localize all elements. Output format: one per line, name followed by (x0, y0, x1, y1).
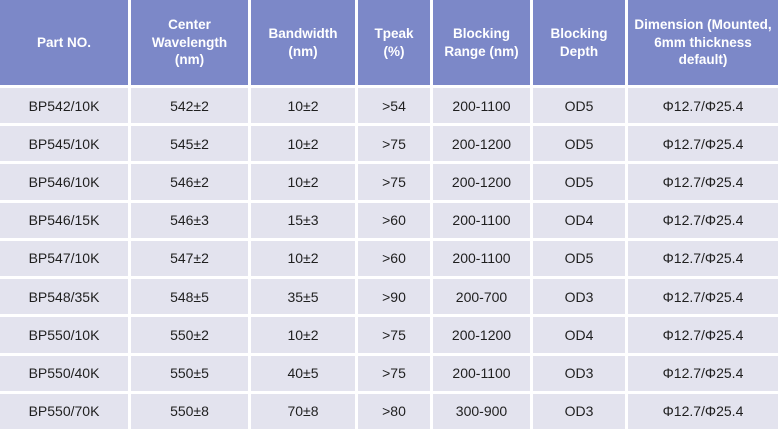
cell-dimension: Φ12.7/Φ25.4 (628, 202, 778, 238)
cell-part-no: BP542/10K (0, 88, 128, 124)
cell-center-wavelength: 546±3 (131, 202, 248, 238)
cell-bandwidth: 10±2 (251, 164, 355, 200)
cell-tpeak: >75 (358, 317, 430, 353)
cell-center-wavelength: 548±5 (131, 279, 248, 315)
cell-tpeak: >60 (358, 202, 430, 238)
cell-bandwidth: 10±2 (251, 317, 355, 353)
cell-tpeak: >60 (358, 240, 430, 277)
cell-tpeak: >80 (358, 393, 430, 429)
cell-dimension: Φ12.7/Φ25.4 (628, 240, 778, 277)
cell-blocking-range: 300-900 (433, 393, 530, 429)
cell-blocking-range: 200-1200 (433, 126, 530, 162)
column-header-part-no: Part NO. (0, 0, 128, 85)
cell-dimension: Φ12.7/Φ25.4 (628, 88, 778, 124)
cell-part-no: BP547/10K (0, 240, 128, 277)
cell-dimension: Φ12.7/Φ25.4 (628, 317, 778, 353)
column-header-bandwidth: Bandwidth (nm) (251, 0, 355, 85)
column-header-center-wavelength: Center Wavelength (nm) (131, 0, 248, 85)
cell-part-no: BP550/40K (0, 355, 128, 391)
cell-part-no: BP546/10K (0, 164, 128, 200)
cell-tpeak: >75 (358, 164, 430, 200)
cell-blocking-depth: OD5 (533, 164, 625, 200)
cell-blocking-range: 200-1200 (433, 164, 530, 200)
cell-blocking-range: 200-1100 (433, 202, 530, 238)
cell-part-no: BP550/10K (0, 317, 128, 353)
cell-blocking-depth: OD4 (533, 317, 625, 353)
cell-bandwidth: 10±2 (251, 240, 355, 277)
cell-blocking-depth: OD5 (533, 88, 625, 124)
cell-blocking-depth: OD5 (533, 126, 625, 162)
cell-center-wavelength: 542±2 (131, 88, 248, 124)
column-header-blocking-range: Blocking Range (nm) (433, 0, 530, 85)
cell-part-no: BP550/70K (0, 393, 128, 429)
cell-blocking-depth: OD4 (533, 202, 625, 238)
cell-bandwidth: 40±5 (251, 355, 355, 391)
cell-blocking-depth: OD5 (533, 240, 625, 277)
cell-center-wavelength: 546±2 (131, 164, 248, 200)
cell-dimension: Φ12.7/Φ25.4 (628, 355, 778, 391)
cell-blocking-depth: OD3 (533, 279, 625, 315)
cell-blocking-depth: OD3 (533, 355, 625, 391)
cell-bandwidth: 15±3 (251, 202, 355, 238)
cell-center-wavelength: 545±2 (131, 126, 248, 162)
cell-bandwidth: 10±2 (251, 126, 355, 162)
cell-center-wavelength: 550±8 (131, 393, 248, 429)
cell-blocking-range: 200-700 (433, 279, 530, 315)
cell-blocking-range: 200-1100 (433, 88, 530, 124)
column-header-tpeak: Tpeak (%) (358, 0, 430, 85)
cell-bandwidth: 70±8 (251, 393, 355, 429)
cell-center-wavelength: 547±2 (131, 240, 248, 277)
cell-part-no: BP546/15K (0, 202, 128, 238)
cell-dimension: Φ12.7/Φ25.4 (628, 279, 778, 315)
cell-tpeak: >54 (358, 88, 430, 124)
cell-bandwidth: 10±2 (251, 88, 355, 124)
column-header-dimension: Dimension (Mounted, 6mm thickness defaul… (628, 0, 778, 85)
cell-bandwidth: 35±5 (251, 279, 355, 315)
cell-tpeak: >75 (358, 126, 430, 162)
cell-dimension: Φ12.7/Φ25.4 (628, 164, 778, 200)
cell-blocking-range: 200-1100 (433, 240, 530, 277)
cell-blocking-range: 200-1200 (433, 317, 530, 353)
cell-tpeak: >75 (358, 355, 430, 391)
column-header-blocking-depth: Blocking Depth (533, 0, 625, 85)
cell-blocking-depth: OD3 (533, 393, 625, 429)
cell-tpeak: >90 (358, 279, 430, 315)
cell-part-no: BP545/10K (0, 126, 128, 162)
cell-blocking-range: 200-1100 (433, 355, 530, 391)
cell-dimension: Φ12.7/Φ25.4 (628, 393, 778, 429)
cell-center-wavelength: 550±5 (131, 355, 248, 391)
cell-part-no: BP548/35K (0, 279, 128, 315)
cell-dimension: Φ12.7/Φ25.4 (628, 126, 778, 162)
cell-center-wavelength: 550±2 (131, 317, 248, 353)
